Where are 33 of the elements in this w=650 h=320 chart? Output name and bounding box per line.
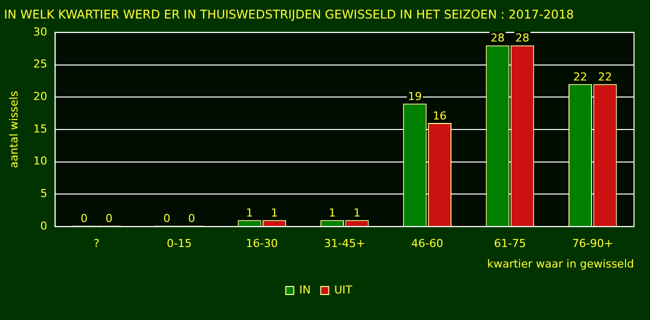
y-tick-label: 30 — [33, 25, 48, 38]
x-tick-label: 46-60 — [411, 237, 444, 250]
data-label: 16 — [432, 109, 447, 122]
data-label: 28 — [515, 32, 530, 45]
y-tick-label: 0 — [40, 219, 48, 232]
chart-title: IN WELK KWARTIER WERD ER IN THUISWEDSTRIJDEN GEWISSELD IN HET SEIZOEN : 2017-2018 — [4, 7, 574, 22]
data-label: 22 — [598, 70, 612, 84]
y-tick-label: 20 — [33, 90, 48, 103]
data-label: 0 — [163, 212, 170, 225]
data-label: 1 — [270, 206, 278, 220]
data-label: 1 — [328, 206, 336, 220]
data-label: 0 — [188, 212, 196, 225]
legend-label: IN — [299, 283, 311, 296]
x-tick-label: 16-30 — [246, 237, 278, 250]
x-tick-label: 31-45+ — [324, 237, 366, 250]
data-label: 1 — [354, 206, 360, 220]
y-axis-title: aantal wissels — [7, 90, 20, 168]
x-tick-label: 0-15 — [166, 237, 192, 250]
data-label: 0 — [105, 212, 112, 225]
y-tick-label: 5 — [40, 187, 48, 200]
x-tick-label: 61-75 — [494, 237, 526, 250]
y-tick-label: 10 — [33, 154, 48, 168]
data-label: 19 — [408, 90, 422, 103]
data-label: 0 — [80, 212, 88, 225]
x-tick-label: ? — [94, 237, 100, 250]
data-label: 1 — [246, 206, 254, 220]
data-label: 28 — [490, 32, 505, 45]
data-label: 22 — [573, 70, 588, 84]
legend-label: UIT — [334, 283, 353, 296]
x-axis-title: kwartier waar in gewisseld — [487, 257, 634, 270]
y-tick-label: 25 — [33, 58, 48, 71]
x-tick-label: 76-90+ — [572, 237, 614, 250]
y-tick-label: 15 — [33, 122, 48, 136]
